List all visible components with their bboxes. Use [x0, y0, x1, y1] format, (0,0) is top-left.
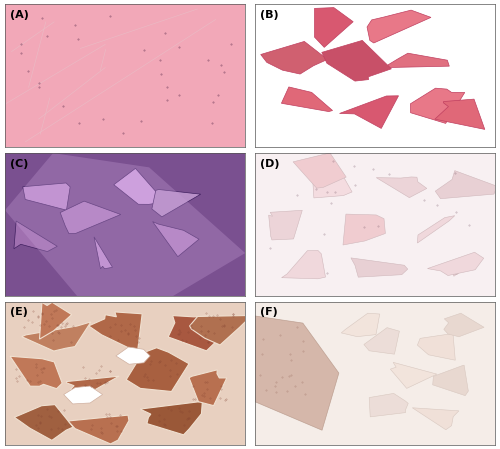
Polygon shape — [152, 189, 201, 217]
Polygon shape — [114, 168, 165, 204]
Polygon shape — [343, 214, 386, 245]
Text: (A): (A) — [10, 10, 29, 20]
Polygon shape — [60, 201, 121, 233]
Polygon shape — [340, 96, 398, 128]
Polygon shape — [435, 171, 497, 199]
Polygon shape — [435, 99, 485, 129]
Text: (D): (D) — [260, 159, 279, 169]
Text: (E): (E) — [10, 308, 28, 317]
Text: (F): (F) — [260, 308, 278, 317]
Polygon shape — [418, 334, 456, 360]
Polygon shape — [418, 216, 455, 243]
Polygon shape — [282, 87, 333, 111]
Polygon shape — [64, 386, 102, 404]
Polygon shape — [312, 173, 352, 198]
Polygon shape — [364, 328, 400, 354]
Polygon shape — [388, 53, 450, 67]
Polygon shape — [168, 316, 222, 351]
Polygon shape — [369, 393, 408, 417]
Text: (B): (B) — [260, 10, 278, 20]
Polygon shape — [10, 356, 62, 389]
Polygon shape — [367, 10, 431, 43]
Polygon shape — [351, 258, 408, 277]
Polygon shape — [94, 237, 112, 269]
Polygon shape — [268, 210, 302, 240]
Polygon shape — [140, 401, 202, 435]
Polygon shape — [432, 365, 468, 396]
Polygon shape — [390, 362, 437, 388]
Polygon shape — [376, 177, 427, 198]
Polygon shape — [23, 183, 70, 210]
Polygon shape — [40, 302, 72, 339]
Text: (C): (C) — [10, 159, 28, 169]
Polygon shape — [68, 415, 129, 444]
Polygon shape — [66, 376, 119, 391]
Polygon shape — [428, 252, 484, 276]
Polygon shape — [14, 221, 58, 251]
Polygon shape — [88, 312, 142, 352]
Polygon shape — [22, 322, 91, 351]
Polygon shape — [293, 153, 346, 188]
Polygon shape — [255, 316, 339, 430]
Polygon shape — [190, 316, 252, 345]
Polygon shape — [322, 40, 392, 81]
Polygon shape — [189, 370, 227, 405]
Polygon shape — [282, 251, 326, 279]
Polygon shape — [116, 347, 150, 364]
Polygon shape — [314, 8, 353, 47]
Polygon shape — [410, 88, 465, 123]
Polygon shape — [126, 348, 189, 392]
Polygon shape — [342, 313, 380, 337]
Polygon shape — [14, 405, 73, 440]
Polygon shape — [260, 41, 328, 74]
Polygon shape — [412, 408, 459, 430]
Polygon shape — [453, 270, 462, 276]
Polygon shape — [5, 153, 245, 296]
Polygon shape — [152, 221, 199, 257]
Polygon shape — [444, 313, 484, 337]
